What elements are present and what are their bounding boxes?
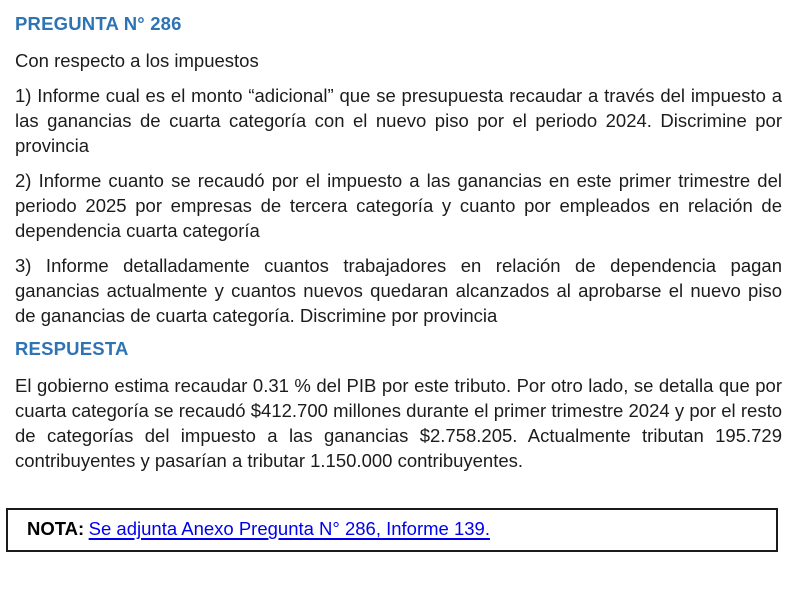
question-item-1: 1) Informe cual es el monto “adicional” … <box>15 85 782 156</box>
note-label: NOTA: <box>27 518 85 539</box>
answer-title: RESPUESTA <box>15 338 129 359</box>
note-box: NOTA: Se adjunta Anexo Pregunta N° 286, … <box>6 508 778 552</box>
question-item-3: 3) Informe detalladamente cuantos trabaj… <box>15 255 782 326</box>
answer-body: El gobierno estima recaudar 0.31 % del P… <box>15 375 782 471</box>
question-item-2: 2) Informe cuanto se recaudó por el impu… <box>15 170 782 241</box>
question-title: PREGUNTA N° 286 <box>15 13 182 34</box>
note-attachment-link[interactable]: Se adjunta Anexo Pregunta N° 286, Inform… <box>88 518 490 539</box>
question-intro: Con respecto a los impuestos <box>15 50 259 71</box>
document-page: PREGUNTA N° 286 Con respecto a los impue… <box>6 13 782 552</box>
